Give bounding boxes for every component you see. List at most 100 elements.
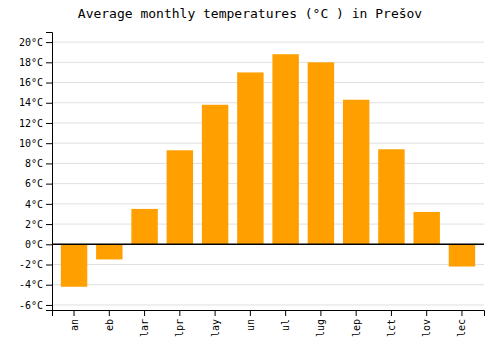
bar xyxy=(167,150,193,244)
tick: 0°C xyxy=(25,239,52,250)
tick-mark xyxy=(46,305,52,306)
title: Average monthly temperatures (°C ) in Pr… xyxy=(78,6,423,21)
grid-line xyxy=(52,122,484,123)
tick-mark xyxy=(46,265,52,266)
tick-label: lov xyxy=(421,319,432,337)
tick-mark xyxy=(461,310,462,316)
tick-mark xyxy=(285,310,286,316)
axis-line xyxy=(53,311,485,317)
tick-label: 14°C xyxy=(19,97,43,108)
grid-line xyxy=(52,183,484,184)
tick: lct xyxy=(386,310,397,337)
bar xyxy=(449,244,475,266)
grid-line xyxy=(52,304,484,305)
tick: eb xyxy=(104,310,115,331)
tick: 16°C xyxy=(19,77,52,88)
tick-mark xyxy=(46,224,52,225)
chart: Average monthly temperatures (°C ) in Pr… xyxy=(0,0,500,350)
tick-mark xyxy=(46,42,52,43)
bar xyxy=(96,244,122,259)
bar xyxy=(272,54,298,244)
tick: un xyxy=(245,310,256,331)
tick-label: 12°C xyxy=(19,118,43,129)
axis-line xyxy=(46,33,53,311)
tick-mark xyxy=(215,310,216,316)
tick-label: 2°C xyxy=(25,219,43,230)
tick: lug xyxy=(315,310,326,337)
tick: lov xyxy=(421,310,432,337)
tick-label: lep xyxy=(351,319,362,337)
tick-mark xyxy=(74,310,75,316)
tick: 2°C xyxy=(25,219,52,230)
tick: -4°C xyxy=(19,279,52,290)
bar xyxy=(237,72,263,244)
bar xyxy=(131,209,157,244)
tick: 14°C xyxy=(19,97,52,108)
tick-mark xyxy=(46,123,52,124)
tick: 8°C xyxy=(25,158,52,169)
grid-line xyxy=(52,42,484,43)
tick: 6°C xyxy=(25,178,52,189)
tick-label: -4°C xyxy=(19,279,43,290)
grid-line xyxy=(52,82,484,83)
bar xyxy=(378,149,404,244)
tick: -6°C xyxy=(19,300,52,311)
tick: 20°C xyxy=(19,37,52,48)
x-axis: an eb lar lpr lay un ul lug lep lct lov lec xyxy=(53,310,485,337)
tick-mark xyxy=(391,310,392,316)
tick-mark xyxy=(46,285,52,286)
tick-mark xyxy=(46,204,52,205)
bar xyxy=(61,244,87,286)
tick-label: lay xyxy=(210,319,221,337)
tick-label: 6°C xyxy=(25,178,43,189)
tick: lep xyxy=(351,310,362,337)
tick: lpr xyxy=(174,310,185,337)
tick: 4°C xyxy=(25,199,52,210)
tick-label: lct xyxy=(386,319,397,337)
plot: -6°C -4°C -2°C 0°C 2°C 4°C 6°C 8°C 10°C 12°C 14°C 1… xyxy=(19,33,485,338)
tick: 12°C xyxy=(19,118,52,129)
bars xyxy=(52,54,484,287)
tick-label: lar xyxy=(139,319,150,337)
tick: -2°C xyxy=(19,259,52,270)
grid-line xyxy=(52,264,484,265)
grid-line xyxy=(52,163,484,164)
tick: ul xyxy=(280,310,291,331)
zero-line xyxy=(52,244,484,246)
tick-mark xyxy=(46,143,52,144)
bar xyxy=(202,105,228,245)
tick-mark xyxy=(426,310,427,316)
bar xyxy=(413,212,439,244)
grid-line xyxy=(52,244,484,245)
tick-mark xyxy=(109,310,110,316)
tick: lec xyxy=(456,310,467,337)
bar xyxy=(308,62,334,244)
grid-line xyxy=(52,143,484,144)
tick-label: 10°C xyxy=(19,138,43,149)
tick-mark xyxy=(46,163,52,164)
tick-mark xyxy=(46,103,52,104)
tick-label: 16°C xyxy=(19,77,43,88)
tick-mark xyxy=(144,310,145,316)
tick-mark xyxy=(179,310,180,316)
tick: 18°C xyxy=(19,57,52,68)
tick-label: ul xyxy=(280,319,291,331)
tick-label: -6°C xyxy=(19,300,43,311)
tick-label: un xyxy=(245,319,256,331)
tick-mark xyxy=(46,62,52,63)
tick-mark xyxy=(250,310,251,316)
tick-label: 0°C xyxy=(25,239,43,250)
tick: lar xyxy=(139,310,150,337)
tick-mark xyxy=(356,310,357,316)
tick-label: an xyxy=(69,319,80,331)
tick-mark xyxy=(46,83,52,84)
tick-label: 8°C xyxy=(25,158,43,169)
tick-label: 20°C xyxy=(19,37,43,48)
grid-line xyxy=(52,62,484,63)
tick: 10°C xyxy=(19,138,52,149)
tick-label: 18°C xyxy=(19,57,43,68)
tick-label: -2°C xyxy=(19,259,43,270)
tick-mark xyxy=(46,244,52,245)
tick: lay xyxy=(210,310,221,337)
grid-line xyxy=(52,284,484,285)
